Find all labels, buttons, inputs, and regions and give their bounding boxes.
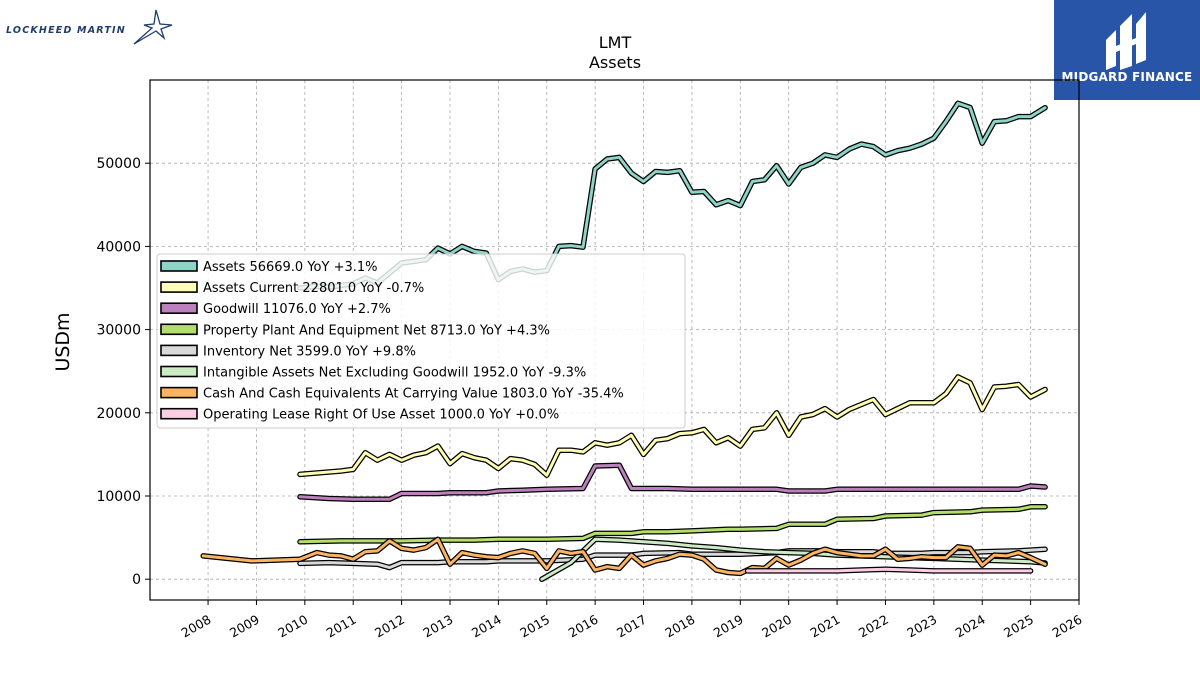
x-axis-ticks: 2008 2009 2010 2011 2012 2013 2014 2015 2016 2017…	[179, 600, 1085, 641]
y-tick-label: 20000	[96, 406, 141, 422]
plot-frame	[149, 79, 1080, 601]
x-tick-label: 2023	[904, 612, 939, 641]
midgard-finance-logo-text: MIDGARD FINANCE	[1061, 70, 1193, 84]
x-tick-label: 2021	[808, 612, 843, 641]
legend-item: Inventory Net 3599.0 YoY +9.8%	[160, 344, 416, 359]
legend-swatch	[160, 365, 198, 378]
series-1	[297, 374, 1048, 478]
legend-label: Intangible Assets Net Excluding Goodwill…	[203, 366, 586, 381]
x-tick-label: 2013	[420, 612, 455, 641]
series-line	[201, 537, 1047, 575]
x-tick-label: 2022	[856, 612, 891, 641]
series-line	[746, 567, 1033, 573]
legend-label: Operating Lease Right Of Use Asset 1000.…	[203, 408, 559, 423]
chart-title: LMT	[599, 33, 632, 52]
series-lines	[200, 100, 1048, 582]
x-tick-label: 2024	[953, 612, 988, 641]
legend-item: Goodwill 11076.0 YoY +2.7%	[160, 302, 391, 317]
legend-label: Assets Current 22801.0 YoY -0.7%	[203, 281, 424, 296]
midgard-emblem-icon	[1106, 12, 1146, 70]
legend-label: Cash And Cash Equivalents At Carrying Va…	[203, 387, 624, 402]
y-tick-label: 10000	[96, 489, 141, 505]
legend-item: Operating Lease Right Of Use Asset 1000.…	[160, 407, 559, 423]
x-tick-label: 2016	[566, 612, 601, 641]
legend-item: Intangible Assets Net Excluding Goodwill…	[160, 365, 586, 381]
x-tick-label: 2020	[759, 612, 794, 641]
y-tick-label: 40000	[96, 239, 141, 255]
legend: Assets 56669.0 YoY +3.1% Assets Current 2…	[156, 253, 686, 429]
legend-swatch	[160, 302, 198, 315]
legend-item: Property Plant And Equipment Net 8713.0 …	[160, 323, 550, 338]
y-tick-label: 0	[132, 572, 141, 588]
x-tick-label: 2025	[1001, 612, 1036, 641]
series-5	[539, 536, 1048, 582]
y-axis-ticks: 0 10000 20000 30000 40000 50000	[96, 156, 150, 588]
x-tick-label: 2009	[227, 612, 262, 641]
series-line	[298, 463, 1047, 501]
chart-subtitle: Assets	[589, 53, 641, 72]
midgard-finance-logo: MIDGARD FINANCE	[1054, 0, 1200, 100]
series-3	[297, 503, 1048, 545]
y-axis-label: USDm	[52, 312, 74, 371]
x-tick-label: 2012	[372, 612, 407, 641]
series-6	[200, 536, 1048, 577]
legend-swatch	[160, 344, 198, 357]
x-tick-label: 2014	[469, 612, 504, 641]
legend-item: Cash And Cash Equivalents At Carrying Va…	[160, 386, 624, 402]
x-tick-label: 2011	[324, 612, 359, 641]
legend-label: Property Plant And Equipment Net 8713.0 …	[203, 323, 550, 338]
legend-box	[156, 253, 686, 429]
legend-swatch	[160, 260, 198, 272]
legend-label: Assets 56669.0 YoY +3.1%	[203, 260, 378, 275]
lockheed-martin-logo: LOCKHEED MARTIN	[4, 4, 174, 46]
legend-label: Goodwill 11076.0 YoY +2.7%	[203, 302, 391, 317]
x-tick-label: 2018	[662, 612, 697, 641]
x-tick-label: 2019	[711, 612, 746, 641]
legend-swatch	[160, 386, 198, 399]
legend-item: Assets 56669.0 YoY +3.1%	[160, 260, 378, 275]
series-line	[540, 537, 1047, 581]
x-tick-label: 2015	[517, 612, 552, 641]
y-tick-label: 50000	[96, 156, 141, 172]
x-tick-label: 2008	[179, 612, 214, 641]
legend-swatch	[160, 323, 198, 336]
series-7	[744, 566, 1034, 574]
legend-swatch	[160, 407, 198, 420]
y-tick-label: 30000	[96, 323, 141, 339]
lockheed-martin-logo-text: LOCKHEED MARTIN	[6, 25, 126, 36]
series-2	[297, 462, 1048, 503]
x-tick-label: 2010	[275, 612, 310, 641]
series-line	[298, 375, 1047, 477]
series-line	[298, 505, 1047, 544]
legend-swatch	[160, 281, 198, 293]
legend-label: Inventory Net 3599.0 YoY +9.8%	[203, 344, 416, 359]
star-icon	[133, 9, 173, 45]
x-tick-label: 2026	[1049, 612, 1084, 641]
legend-item: Assets Current 22801.0 YoY -0.7%	[160, 281, 424, 296]
x-tick-label: 2017	[614, 612, 649, 641]
